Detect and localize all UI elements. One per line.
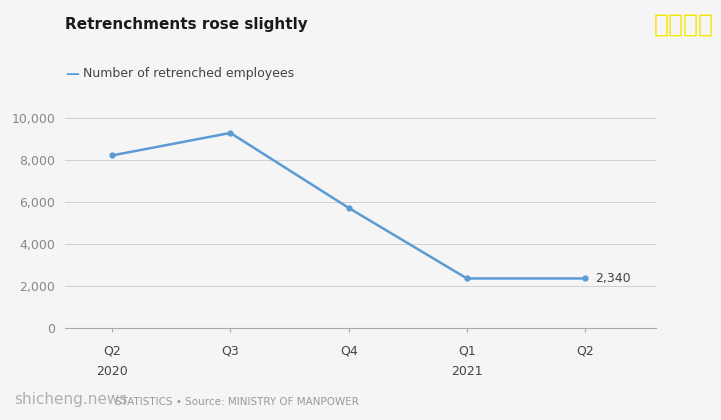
Text: 2,340: 2,340: [595, 272, 630, 285]
Text: shicheng.news: shicheng.news: [14, 392, 128, 407]
Text: Q1: Q1: [458, 344, 476, 357]
Text: 2020: 2020: [97, 365, 128, 378]
Text: Q3: Q3: [221, 344, 239, 357]
Text: —: —: [65, 67, 79, 81]
Text: Q4: Q4: [340, 344, 358, 357]
Text: Q2: Q2: [576, 344, 594, 357]
Text: Number of retrenched employees: Number of retrenched employees: [83, 67, 294, 80]
Text: 狮城新闻: 狮城新闻: [654, 13, 714, 37]
Text: Q2: Q2: [103, 344, 121, 357]
Text: STATISTICS • Source: MINISTRY OF MANPOWER: STATISTICS • Source: MINISTRY OF MANPOWE…: [115, 397, 359, 407]
Text: Retrenchments rose slightly: Retrenchments rose slightly: [65, 17, 308, 32]
Text: 2021: 2021: [451, 365, 483, 378]
